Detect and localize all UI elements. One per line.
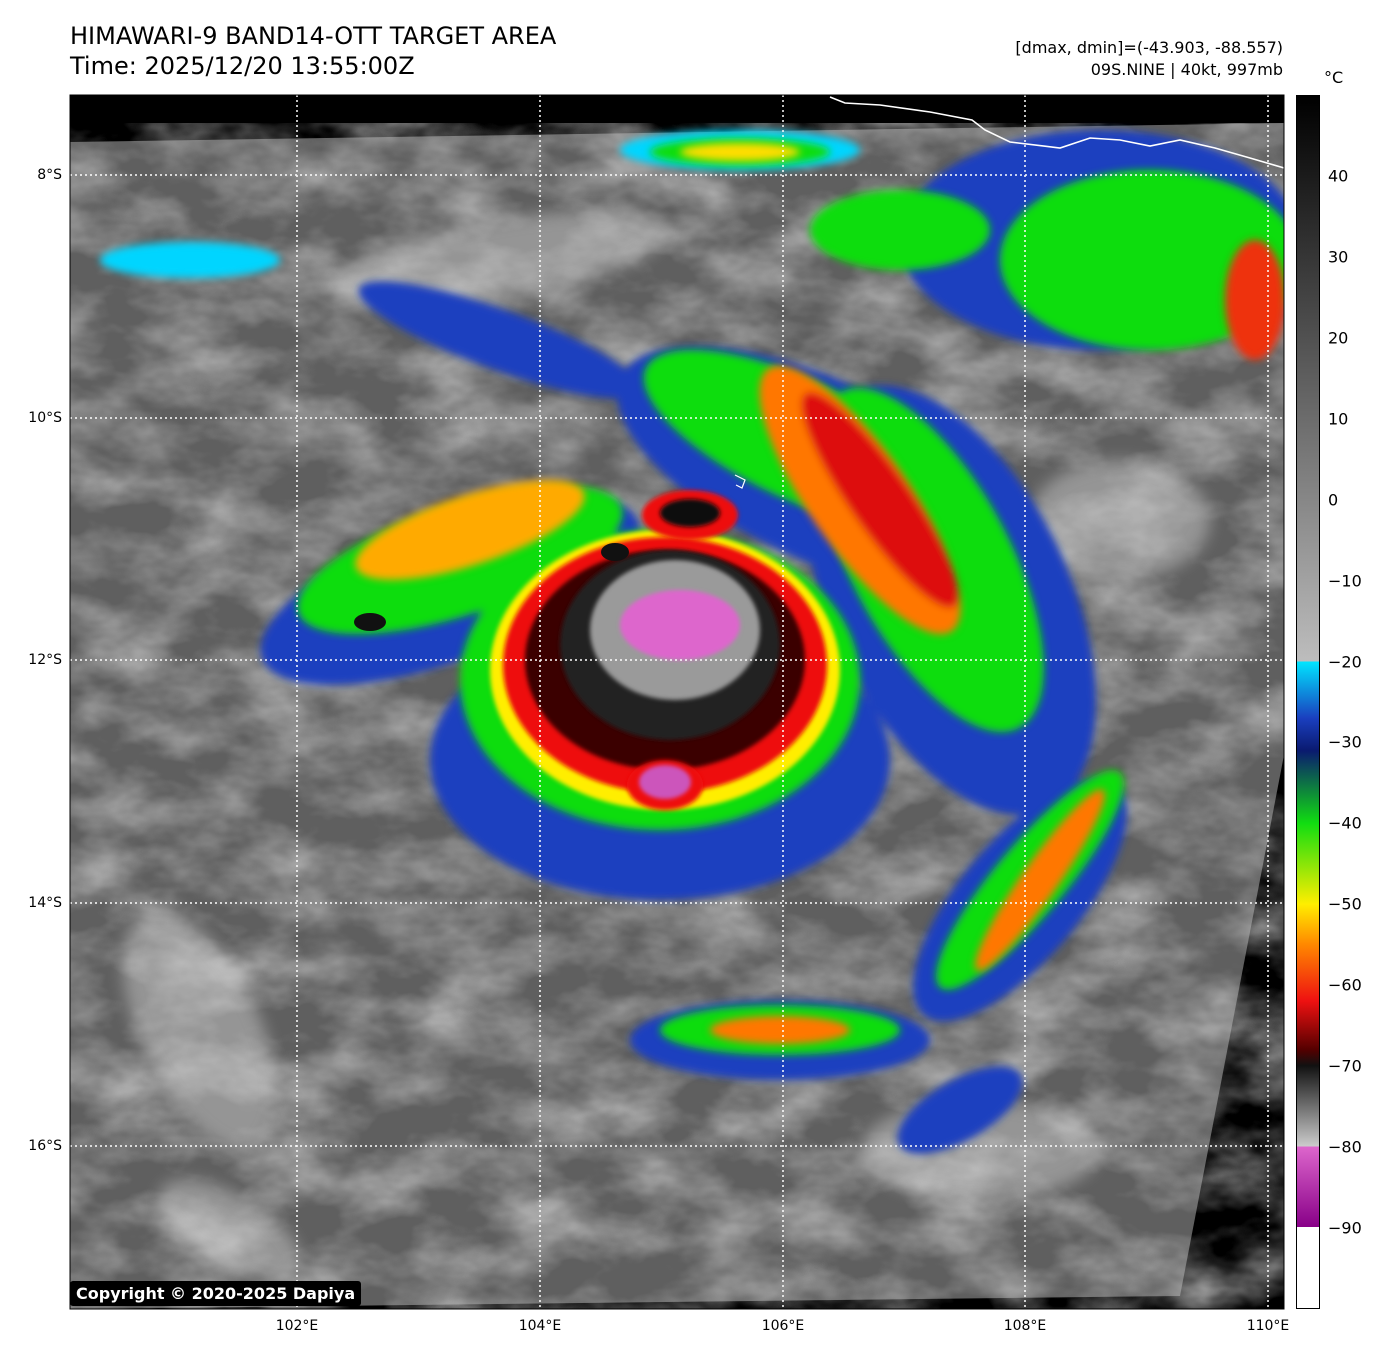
copyright-badge: Copyright © 2020-2025 Dapiya: [70, 1281, 362, 1306]
storm-info: 09S.NINE | 40kt, 997mb: [1090, 60, 1283, 79]
colorbar-tick-label: 40: [1328, 166, 1349, 186]
cirrus-streaks: [122, 210, 1210, 1281]
colorbar-tick-label: −80: [1328, 1137, 1362, 1157]
lon-label: 106°E: [761, 1318, 805, 1334]
colorbar-tick-label: −30: [1328, 732, 1362, 752]
colorbar-tick-label: −90: [1328, 1218, 1362, 1238]
colorbar-tick-label: 20: [1328, 328, 1349, 348]
map-title: HIMAWARI-9 BAND14-OTT TARGET AREA: [70, 22, 557, 50]
lon-label: 110°E: [1246, 1318, 1290, 1334]
lon-label: 104°E: [518, 1318, 562, 1334]
colorbar-tick-label: −60: [1328, 975, 1362, 995]
lat-label: 12°S: [28, 652, 62, 668]
colorbar-tick-label: −20: [1328, 652, 1362, 672]
lat-label: 16°S: [28, 1138, 62, 1154]
colorbar-tick-label: −40: [1328, 813, 1362, 833]
gridlines: [70, 95, 1284, 1309]
data-range-readout: [dmax, dmin]=(-43.903, -88.557): [1015, 38, 1283, 57]
island-outline: [734, 474, 746, 489]
colorbar-unit: °C: [1324, 68, 1344, 87]
central-dense-overcast: [354, 490, 840, 810]
lat-label: 10°S: [28, 410, 62, 426]
colorbar-tick-label: −50: [1328, 894, 1362, 914]
colorbar-tick-label: 10: [1328, 409, 1349, 429]
plot-frame: [69, 94, 1285, 1310]
lat-label: 8°S: [37, 167, 62, 183]
lon-label: 102°E: [275, 1318, 319, 1334]
cold-cloud-bands-red: [355, 143, 1284, 1044]
map-time: Time: 2025/12/20 13:55:00Z: [70, 52, 415, 80]
colorbar: [1296, 95, 1320, 1309]
lon-label: 108°E: [1003, 1318, 1047, 1334]
colorbar-tick-label: −10: [1328, 571, 1362, 591]
lat-label: 14°S: [28, 895, 62, 911]
colorbar-tick-label: −70: [1328, 1056, 1362, 1076]
colorbar-tick-label: 0: [1328, 490, 1339, 510]
coastline: [829, 96, 1284, 169]
colorbar-tick-label: 30: [1328, 247, 1349, 267]
